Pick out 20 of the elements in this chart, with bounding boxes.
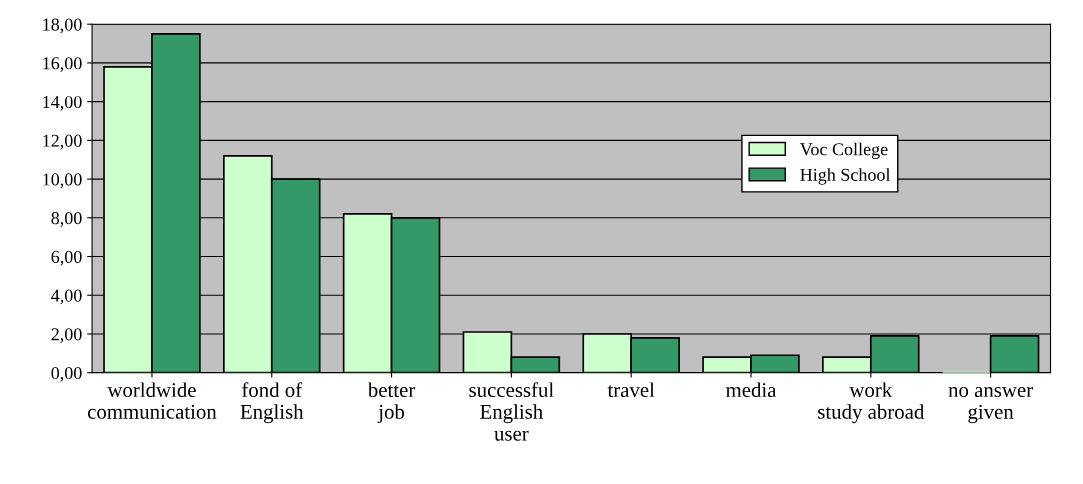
x-tick-label: work study abroad	[818, 382, 925, 424]
x-tick-label: worldwide communication	[87, 382, 217, 419]
y-tick-label: 14,00	[43, 95, 82, 111]
y-tick-label: 10,00	[43, 173, 82, 189]
x-tick-label: fond of English	[240, 382, 304, 424]
legend-label: High School	[800, 168, 891, 185]
x-tick-label: travel	[607, 382, 655, 398]
x-tick-label: media	[725, 382, 777, 398]
y-tick-label: 16,00	[43, 57, 82, 72]
y-tick-label: 2,00	[51, 328, 82, 343]
y-tick-label: 18,00	[43, 18, 82, 34]
x-tick-label: successful English user	[469, 382, 554, 441]
legend-label: Voc College	[799, 142, 888, 160]
x-tick-label: better job	[367, 382, 416, 424]
x-tick-label: no answer given	[948, 387, 1033, 424]
y-tick-label: 4,00	[51, 289, 82, 305]
y-tick-label: 12,00	[43, 134, 82, 150]
y-tick-label: 6,00	[51, 250, 82, 266]
y-tick-label: 0,00	[51, 366, 82, 382]
y-tick-label: 8,00	[51, 212, 82, 227]
